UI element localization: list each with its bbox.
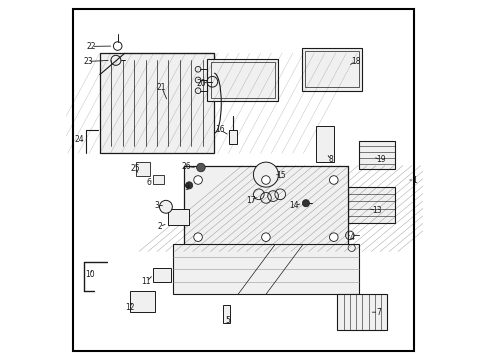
Circle shape: [193, 233, 202, 242]
Circle shape: [329, 176, 337, 184]
Text: 3: 3: [154, 201, 159, 210]
Text: 10: 10: [85, 270, 95, 279]
Text: 22: 22: [87, 42, 96, 51]
Bar: [153, 175, 164, 184]
Bar: [301, 48, 362, 91]
Text: 2: 2: [157, 222, 162, 231]
Bar: [130, 291, 155, 312]
Bar: [337, 294, 386, 330]
Bar: [153, 267, 171, 282]
Text: 7: 7: [375, 308, 380, 317]
Text: 20: 20: [196, 79, 206, 88]
Bar: [358, 141, 394, 169]
Bar: [135, 162, 149, 176]
Text: 4: 4: [348, 233, 353, 242]
Circle shape: [159, 201, 172, 213]
Text: 15: 15: [276, 171, 285, 180]
Text: 19: 19: [375, 156, 385, 165]
Text: 8: 8: [328, 156, 333, 165]
Text: 1: 1: [411, 176, 416, 185]
Text: 6: 6: [146, 178, 151, 187]
Circle shape: [302, 200, 309, 207]
Circle shape: [329, 233, 337, 242]
Text: 17: 17: [245, 196, 255, 205]
Bar: [347, 187, 394, 223]
Bar: [206, 59, 278, 102]
Text: 14: 14: [289, 201, 299, 210]
Circle shape: [193, 176, 202, 184]
Text: 23: 23: [83, 57, 93, 66]
Bar: [100, 53, 214, 153]
Text: 11: 11: [141, 277, 151, 286]
Text: 24: 24: [75, 135, 84, 144]
Text: 18: 18: [350, 57, 360, 66]
Text: 26: 26: [181, 162, 191, 171]
Bar: [223, 305, 230, 323]
Text: 9: 9: [184, 183, 189, 192]
Bar: [210, 62, 274, 98]
Bar: [167, 208, 189, 225]
Text: 12: 12: [124, 303, 134, 312]
Bar: [173, 244, 358, 294]
Bar: [229, 130, 237, 144]
Text: 13: 13: [371, 206, 381, 215]
Bar: [183, 166, 347, 251]
Circle shape: [261, 176, 270, 184]
Text: 5: 5: [225, 315, 230, 324]
Bar: [315, 126, 333, 162]
Circle shape: [261, 233, 270, 242]
Text: 25: 25: [130, 164, 140, 173]
Circle shape: [196, 163, 205, 172]
Circle shape: [185, 182, 192, 189]
Circle shape: [253, 162, 278, 187]
Text: 16: 16: [215, 126, 224, 135]
Bar: [305, 51, 358, 87]
Text: 21: 21: [157, 83, 166, 92]
